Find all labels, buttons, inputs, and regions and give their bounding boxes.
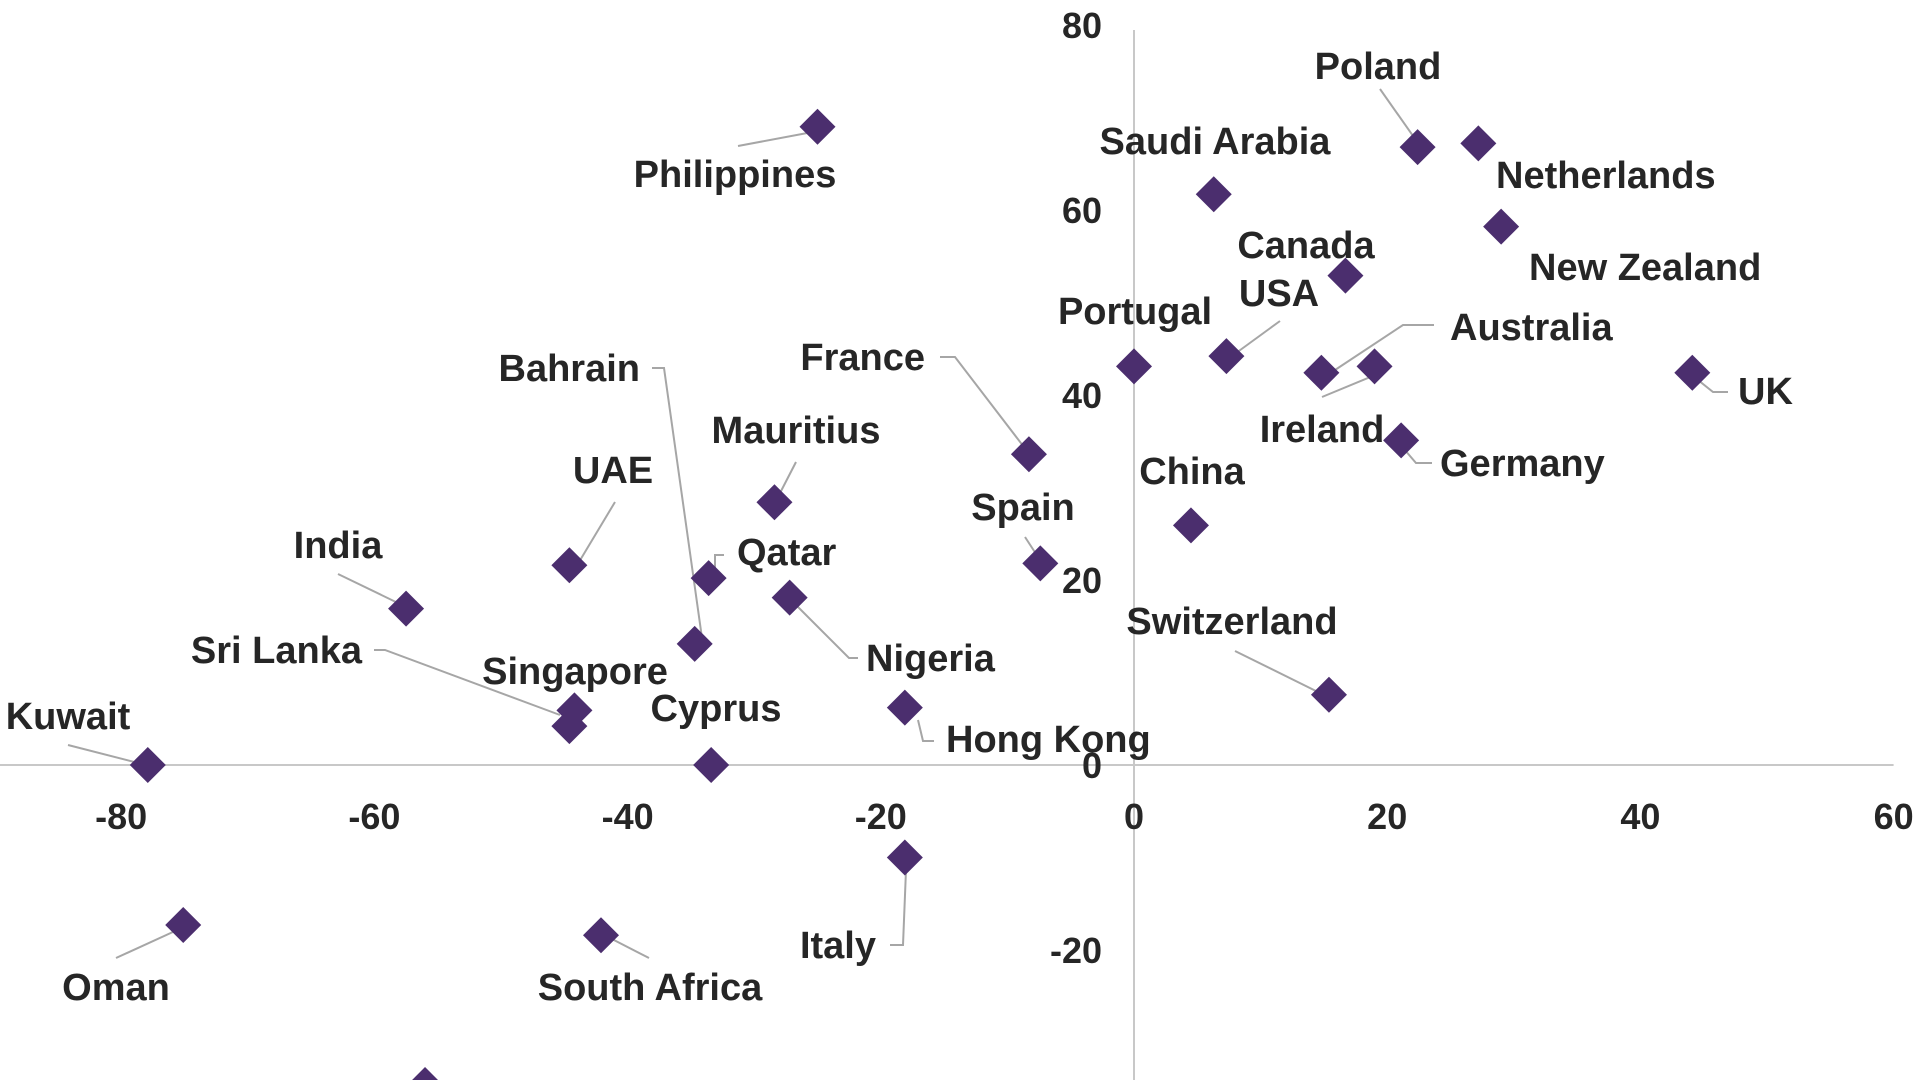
point-label-usa: USA [1239,273,1319,315]
point-label-oman: Oman [62,967,170,1009]
point-label-spain: Spain [971,487,1074,529]
point-label-ireland: Ireland [1260,409,1385,451]
data-point-china [1172,507,1209,544]
leader-line-hong-kong [917,719,934,742]
leader-line-france [940,356,1028,452]
data-points [129,108,1711,1080]
point-label-qatar: Qatar [737,532,836,574]
y-tick-label: -20 [1050,930,1102,971]
point-label-hong-kong: Hong Kong [946,719,1151,761]
point-label-canada: Canada [1237,225,1375,267]
point-label-australia: Australia [1450,307,1613,349]
point-label-bahrain: Bahrain [499,348,640,390]
y-tick-labels: -20 0 20 40 60 80 [1050,5,1102,971]
data-point-south-africa [583,917,620,954]
x-tick-label: 60 [1874,796,1914,837]
data-point-switzerland [1310,676,1347,713]
data-point-france [1010,436,1047,473]
leader-line-mauritius [778,461,797,496]
y-tick-label: 20 [1062,560,1102,601]
point-labels: Philippines Saudi Arabia Poland Netherlands… [6,46,1794,1009]
leader-line-uae [578,501,616,563]
point-label-italy: Italy [800,925,876,967]
x-tick-label: -60 [348,796,400,837]
data-point-bahrain [676,625,713,662]
x-tick-labels: -80 -60 -40 -20 0 20 40 60 [95,796,1913,837]
data-point-mauritius [756,484,793,521]
point-label-nigeria: Nigeria [866,638,996,680]
leader-line-nigeria [792,601,858,659]
leader-line-philippines [737,130,819,147]
data-point-australia [1356,348,1393,385]
x-tick-label: 0 [1124,796,1144,837]
data-point-oman [165,907,202,944]
leader-line-italy [890,869,907,946]
x-tick-label: -80 [95,796,147,837]
point-label-uae: UAE [573,450,653,492]
leader-line-india [337,573,401,605]
y-tick-label: 80 [1062,5,1102,46]
data-point-portugal [1116,348,1152,385]
x-tick-label: -20 [855,796,907,837]
leader-line-usa [1231,320,1281,357]
point-label-sri-lanka: Sri Lanka [191,630,363,672]
point-label-poland: Poland [1315,46,1442,88]
point-label-philippines: Philippines [634,154,837,196]
data-point-qatar [690,560,727,597]
leader-line-uk [1697,379,1728,393]
leader-line-switzerland [1234,650,1323,695]
data-point-cyprus [693,747,730,783]
y-tick-label: 60 [1062,190,1102,231]
data-point-germany [1383,422,1420,459]
data-point-spain [1022,545,1059,582]
data-point-uk [1674,354,1711,391]
point-label-singapore: Singapore [482,651,668,693]
data-point-saudi-arabia [1195,176,1232,213]
data-point-ireland [1303,354,1340,391]
data-point-sri-lanka [551,708,588,745]
point-label-uk: UK [1738,371,1793,413]
point-label-france: France [800,337,925,379]
axes [0,30,1894,1080]
leader-line-kuwait [67,744,147,766]
point-label-netherlands: Netherlands [1496,155,1716,197]
data-point-canada [1327,257,1364,294]
leader-line-poland [1379,88,1419,144]
leader-line-bahrain [652,367,703,639]
point-label-kuwait: Kuwait [6,696,131,738]
leader-line-australia [1331,324,1434,373]
x-tick-label: 20 [1367,796,1407,837]
data-point-usa [1208,338,1245,375]
data-point-netherlands [1460,125,1497,162]
point-label-india: India [294,525,384,567]
data-point-philippines [799,108,836,145]
data-point-italy [886,839,923,876]
leader-line-germany [1403,448,1432,464]
point-label-mauritius: Mauritius [712,410,881,452]
data-point-uae [551,547,588,584]
data-point-kuwait [129,747,166,783]
point-label-cyprus: Cyprus [651,688,782,730]
y-tick-label: 40 [1062,375,1102,416]
leader-lines [67,88,1728,959]
y-tick-label: 0 [1082,745,1102,786]
point-label-switzerland: Switzerland [1126,601,1337,643]
point-label-china: China [1139,451,1245,493]
data-point-nigeria [771,579,808,616]
point-label-south-africa: South Africa [538,967,763,1009]
data-point-unlabeled [412,1067,438,1080]
point-label-portugal: Portugal [1058,291,1212,333]
data-point-hong-kong [886,689,923,726]
data-point-new-zealand [1483,208,1520,245]
x-tick-label: 40 [1620,796,1660,837]
x-tick-label: -40 [602,796,654,837]
data-point-india [388,590,425,627]
data-point-poland [1399,129,1436,166]
point-label-germany: Germany [1440,443,1605,485]
leader-line-sri-lanka [374,649,561,716]
point-label-saudi-arabia: Saudi Arabia [1100,121,1332,163]
point-label-new-zealand: New Zealand [1529,247,1761,289]
leader-line-south-africa [609,937,650,959]
